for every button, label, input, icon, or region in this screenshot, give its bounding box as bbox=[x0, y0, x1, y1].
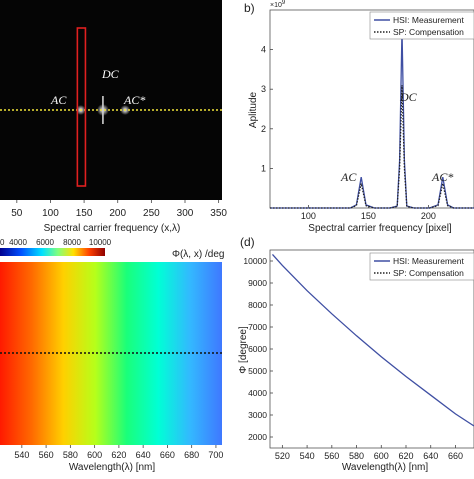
panel-b-y-multiplier: ×109 bbox=[270, 0, 286, 9]
panel-d-y-tick-label: 3000 bbox=[248, 410, 267, 420]
panel-c-x-tick-label: 560 bbox=[39, 450, 54, 460]
panel-d-x-tick-label: 620 bbox=[398, 451, 413, 461]
panel-a-x-tick-label: 350 bbox=[210, 208, 227, 219]
panel-a-dc-streak bbox=[102, 96, 104, 124]
panel-d-x-tick-label: 560 bbox=[324, 451, 339, 461]
panel-a-x-tick-label: 250 bbox=[143, 208, 160, 219]
panel-c-x-tick-label: 600 bbox=[87, 450, 102, 460]
panel-d-y-tick-label: 2000 bbox=[248, 432, 267, 442]
panel-a-x-axis-label: Spectral carrier frequency (x,λ) bbox=[44, 223, 181, 234]
panel-a: AC DC AC* 50 100 150 200 250 300 350 Spectral … bbox=[0, 0, 227, 234]
panel-b-y-tick-label: 2 bbox=[261, 124, 266, 134]
panel-b-axes bbox=[269, 9, 474, 209]
panel-d-y-tick-label: 4000 bbox=[248, 388, 267, 398]
panel-b-x-tick-label: 100 bbox=[301, 211, 316, 221]
panel-a-label-dc: DC bbox=[101, 67, 120, 81]
panel-b-x-tick-label: 200 bbox=[421, 211, 436, 221]
panel-c-colorbar-tick-label: 6000 bbox=[36, 238, 54, 247]
panel-d-y-tick-label: 8000 bbox=[248, 300, 267, 310]
panel-c-colorbar-tick-label: 0 bbox=[0, 238, 5, 247]
panel-d: (d) 520 540 560 580 600 620 640 660 2000 3000 4000… bbox=[238, 235, 474, 473]
panel-d-legend: HSI: Measurement SP: Compensation bbox=[369, 252, 474, 281]
panel-b-y-tick-label: 1 bbox=[261, 163, 266, 173]
panel-c-colorbar-tick-label: 8000 bbox=[63, 238, 81, 247]
panel-d-x-tick-label: 580 bbox=[349, 451, 364, 461]
panel-d-y-tick-label: 6000 bbox=[248, 344, 267, 354]
panel-a-x-tick-label: 100 bbox=[42, 208, 59, 219]
panel-d-y-tick-label: 10000 bbox=[243, 256, 267, 266]
panel-c-x-axis-label: Wavelength(λ) [nm] bbox=[69, 462, 156, 473]
panel-b-y-tick-label: 4 bbox=[261, 45, 266, 55]
panel-b-series-compensation bbox=[270, 85, 474, 209]
panel-a-x-tick-label: 150 bbox=[76, 208, 93, 219]
panel-b-legend: HSI: Measurement SP: Compensation bbox=[369, 11, 474, 40]
panel-d-x-tick-label: 660 bbox=[448, 451, 463, 461]
panel-a-x-tick-label: 50 bbox=[11, 208, 23, 219]
panel-b-series-measurement bbox=[270, 29, 474, 209]
panel-c-title: Φ(λ, x) /deg bbox=[172, 249, 224, 260]
panel-a-highlight-band bbox=[76, 27, 87, 187]
panel-c-colorbar bbox=[0, 248, 105, 256]
panel-c-x-tick-label: 660 bbox=[160, 450, 175, 460]
panel-b-y-tick-label: 3 bbox=[261, 84, 266, 94]
panel-d-x-tick-label: 540 bbox=[300, 451, 315, 461]
panel-c-x-tick-label: 700 bbox=[208, 450, 223, 460]
panel-c-x-tick-label: 640 bbox=[136, 450, 151, 460]
panel-c-x-tick-label: 680 bbox=[184, 450, 199, 460]
panel-b-label-dc: DC bbox=[399, 90, 418, 104]
panel-c-x-tick-label: 620 bbox=[111, 450, 126, 460]
panel-c-x-tick-label: 540 bbox=[14, 450, 29, 460]
panel-d-legend-measurement: HSI: Measurement bbox=[393, 256, 464, 266]
panel-d-x-tick-label: 600 bbox=[374, 451, 389, 461]
panel-d-y-tick-label: 9000 bbox=[248, 278, 267, 288]
panel-d-y-tick-label: 5000 bbox=[248, 366, 267, 376]
panel-d-x-tick-label: 520 bbox=[275, 451, 290, 461]
panel-b-legend-measurement: HSI: Measurement bbox=[393, 15, 464, 25]
panel-d-y-axis-label: Φ [degree] bbox=[238, 326, 249, 374]
panel-b-label: b) bbox=[244, 1, 255, 15]
panel-b-y-axis-label: Aplitude bbox=[248, 91, 259, 128]
panel-d-x-axis-label: Wavelength(λ) [nm] bbox=[342, 462, 429, 473]
panel-b-legend-compensation: SP: Compensation bbox=[393, 27, 464, 37]
panel-a-label-ac: AC bbox=[50, 93, 67, 107]
panel-a-label-ac-star: AC* bbox=[123, 93, 145, 107]
panel-b-label-ac-star: AC* bbox=[431, 170, 453, 184]
panel-d-label: (d) bbox=[240, 235, 255, 249]
panel-b: b) ×109 100 150 200 1 2 3 4 Aplitude Spectral … bbox=[244, 0, 474, 234]
panel-d-legend-compensation: SP: Compensation bbox=[393, 268, 464, 278]
panel-d-series-measurement bbox=[271, 253, 474, 427]
panel-c: 0 4000 6000 8000 10000 Φ(λ, x) /deg 540 560 58… bbox=[0, 238, 224, 473]
panel-b-label-ac: AC bbox=[340, 170, 357, 184]
panel-c-x-tick-label: 580 bbox=[63, 450, 78, 460]
panel-a-x-tick-label: 300 bbox=[177, 208, 194, 219]
panel-c-colorbar-tick-label: 4000 bbox=[9, 238, 27, 247]
panel-d-y-tick-label: 7000 bbox=[248, 322, 267, 332]
panel-b-x-tick-label: 150 bbox=[361, 211, 376, 221]
panel-a-image bbox=[0, 0, 222, 200]
panel-c-colorbar-tick-label: 10000 bbox=[89, 238, 112, 247]
panel-d-x-tick-label: 640 bbox=[423, 451, 438, 461]
panel-b-x-axis-label: Spectral carrier frequency [pixel] bbox=[308, 223, 452, 234]
panel-a-x-tick-label: 200 bbox=[109, 208, 126, 219]
